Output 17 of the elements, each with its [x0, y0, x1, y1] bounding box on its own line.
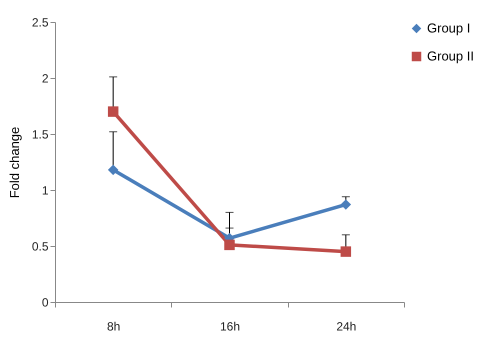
y-tick-label: 1.5: [32, 128, 49, 142]
legend-label: Group I: [427, 20, 470, 36]
legend-label: Group II: [427, 48, 474, 64]
x-tick-label: 24h: [336, 320, 356, 334]
point: [340, 246, 352, 257]
point: [108, 164, 118, 176]
y-axis-title: Fold change: [6, 126, 22, 198]
point: [108, 106, 118, 117]
point: [340, 199, 352, 210]
x-tick-label: 8h: [106, 320, 120, 334]
y-tick-label: 2: [42, 72, 49, 86]
y-tick-label: 0.5: [32, 240, 49, 254]
x-tick-label: 16h: [220, 320, 240, 334]
y-tick-label: 1: [42, 184, 49, 198]
y-tick-label: 2.5: [32, 16, 49, 30]
point: [224, 240, 235, 250]
y-tick-label: 0: [42, 296, 49, 310]
